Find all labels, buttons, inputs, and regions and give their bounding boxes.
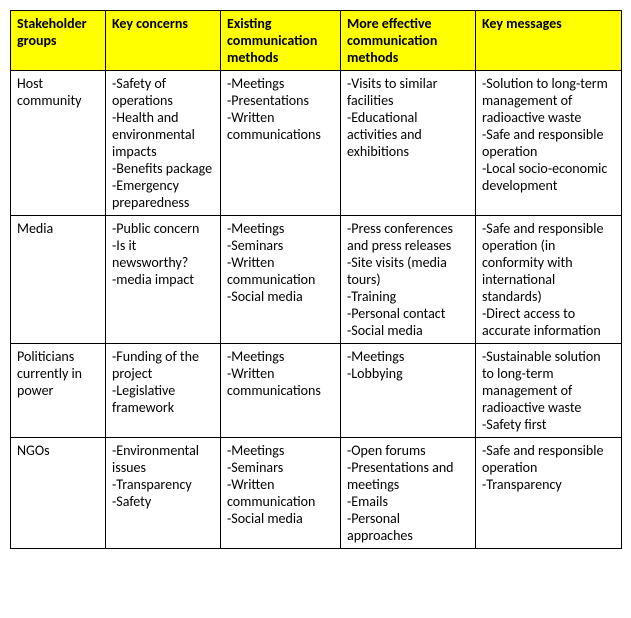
table-cell: -Public concern-Is it newsworthy?-media … — [106, 216, 221, 344]
cell-line: -Open forums — [347, 442, 469, 459]
cell-line: -Meetings — [227, 348, 334, 365]
cell-line: -Seminars — [227, 237, 334, 254]
cell-line: -Meetings — [227, 220, 334, 237]
cell-line: -Direct access to accurate information — [482, 305, 615, 339]
cell-line: -Meetings — [347, 348, 469, 365]
table-row: NGOs-Environmental issues-Transparency-S… — [11, 438, 622, 549]
table-cell: -Safety of operations-Health and environ… — [106, 71, 221, 216]
cell-line: -Meetings — [227, 442, 334, 459]
table-body: Host community-Safety of operations-Heal… — [11, 71, 622, 549]
table-cell: -Meetings-Lobbying — [341, 344, 476, 438]
cell-line: -Legislative framework — [112, 382, 214, 416]
cell-line: -Lobbying — [347, 365, 469, 382]
cell-line: -Written communications — [227, 109, 334, 143]
cell-line: -Meetings — [227, 75, 334, 92]
stakeholder-table: Stakeholder groups Key concerns Existing… — [10, 10, 622, 549]
cell-line: -Written communication — [227, 476, 334, 510]
cell-line: -Press conferences and press releases — [347, 220, 469, 254]
table-cell: -Environmental issues-Transparency-Safet… — [106, 438, 221, 549]
table-cell: -Safe and responsible operation-Transpar… — [476, 438, 622, 549]
cell-line: -Safe and responsible operation — [482, 126, 615, 160]
cell-line: -Safety first — [482, 416, 615, 433]
table-cell: Politicians currently in power — [11, 344, 106, 438]
cell-line: -Seminars — [227, 459, 334, 476]
cell-line: -Social media — [347, 322, 469, 339]
table-cell: -Open forums-Presentations and meetings-… — [341, 438, 476, 549]
cell-line: -Written communication — [227, 254, 334, 288]
cell-line: -Presentations and meetings — [347, 459, 469, 493]
cell-line: -Is it newsworthy? — [112, 237, 214, 271]
cell-line: -Local socio-economic development — [482, 160, 615, 194]
cell-line: -Site visits (media tours) — [347, 254, 469, 288]
cell-line: -Safe and responsible operation (in conf… — [482, 220, 615, 305]
table-row: Host community-Safety of operations-Heal… — [11, 71, 622, 216]
cell-line: -Training — [347, 288, 469, 305]
cell-line: -Emergency preparedness — [112, 177, 214, 211]
table-header-row: Stakeholder groups Key concerns Existing… — [11, 11, 622, 71]
cell-line: -Funding of the project — [112, 348, 214, 382]
cell-line: -Solution to long-term management of rad… — [482, 75, 615, 126]
table-row: Politicians currently in power-Funding o… — [11, 344, 622, 438]
cell-line: -Safe and responsible operation — [482, 442, 615, 476]
table-row: Media-Public concern-Is it newsworthy?-m… — [11, 216, 622, 344]
table-cell: -Press conferences and press releases-Si… — [341, 216, 476, 344]
cell-line: -Health and environmental impacts — [112, 109, 214, 160]
cell-line: -Presentations — [227, 92, 334, 109]
cell-line: -Personal approaches — [347, 510, 469, 544]
cell-line: -Environmental issues — [112, 442, 214, 476]
table-cell: -Safe and responsible operation (in conf… — [476, 216, 622, 344]
col-header: Key concerns — [106, 11, 221, 71]
col-header: Key messages — [476, 11, 622, 71]
cell-line: -Sustainable solution to long-term manag… — [482, 348, 615, 416]
table-cell: -Meetings-Seminars-Written communication… — [221, 216, 341, 344]
table-cell: -Visits to similar facilities-Educationa… — [341, 71, 476, 216]
cell-line: -Emails — [347, 493, 469, 510]
col-header: Existing communication methods — [221, 11, 341, 71]
table-cell: Media — [11, 216, 106, 344]
cell-line: -Safety — [112, 493, 214, 510]
table-cell: Host community — [11, 71, 106, 216]
cell-line: -Transparency — [482, 476, 615, 493]
cell-line: -Benefits package — [112, 160, 214, 177]
cell-line: -Visits to similar facilities — [347, 75, 469, 109]
cell-line: -Personal contact — [347, 305, 469, 322]
cell-line: -Public concern — [112, 220, 214, 237]
table-cell: -Meetings-Presentations-Written communic… — [221, 71, 341, 216]
cell-line: -Safety of operations — [112, 75, 214, 109]
cell-line: -Social media — [227, 288, 334, 305]
table-cell: -Meetings-Written communications — [221, 344, 341, 438]
cell-line: -media impact — [112, 271, 214, 288]
table-cell: -Meetings-Seminars-Written communication… — [221, 438, 341, 549]
table-cell: -Solution to long-term management of rad… — [476, 71, 622, 216]
cell-line: -Educational activities and exhibitions — [347, 109, 469, 160]
col-header: Stakeholder groups — [11, 11, 106, 71]
cell-line: -Social media — [227, 510, 334, 527]
table-cell: -Funding of the project-Legislative fram… — [106, 344, 221, 438]
cell-line: -Transparency — [112, 476, 214, 493]
col-header: More effective communication methods — [341, 11, 476, 71]
cell-line: -Written communications — [227, 365, 334, 399]
table-cell: NGOs — [11, 438, 106, 549]
table-cell: -Sustainable solution to long-term manag… — [476, 344, 622, 438]
